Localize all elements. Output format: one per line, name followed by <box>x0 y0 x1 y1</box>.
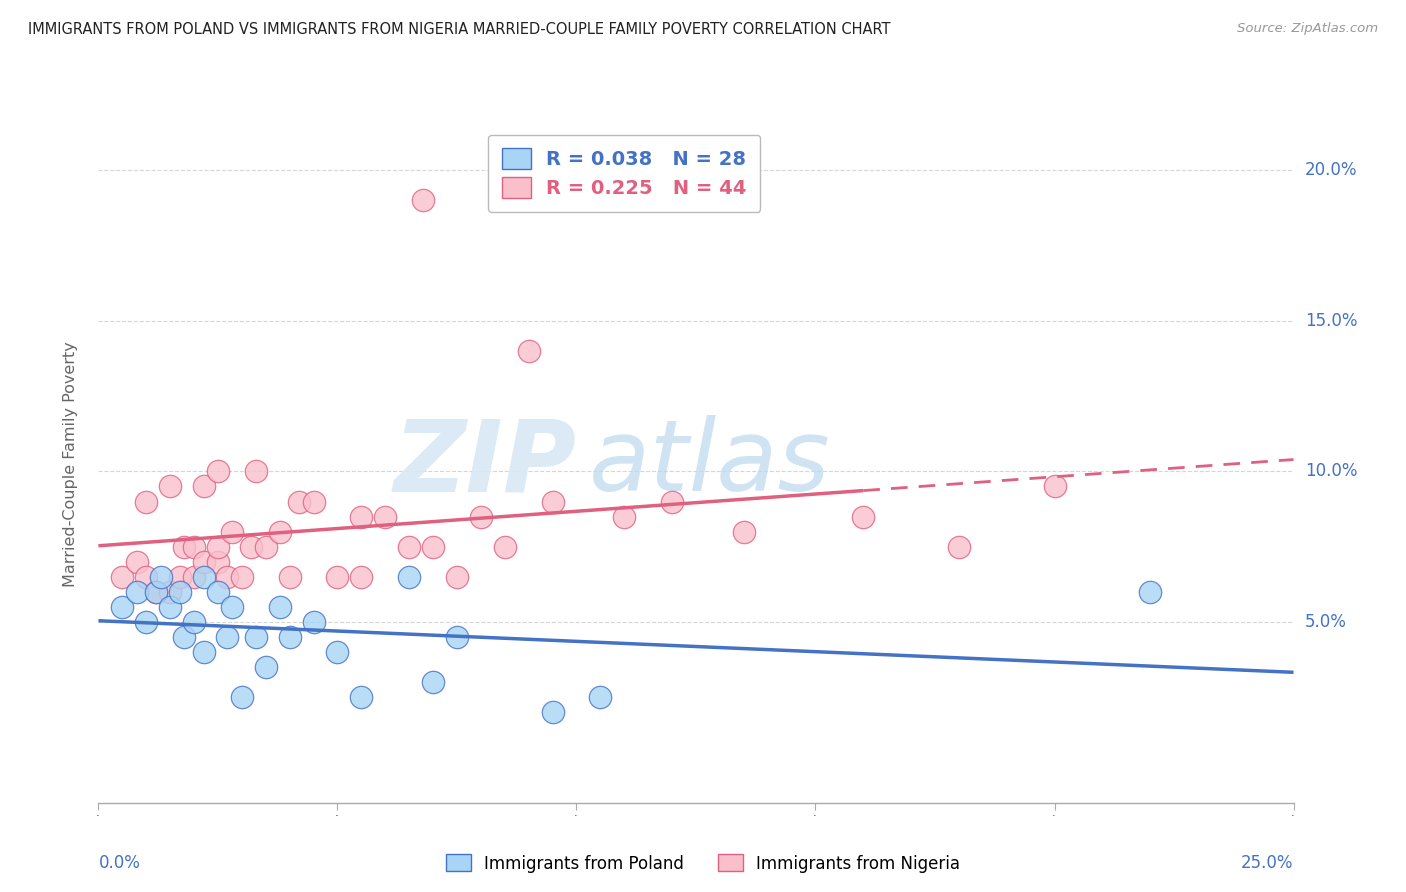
Point <box>494 540 516 554</box>
Point <box>470 509 492 524</box>
Point <box>733 524 755 539</box>
Point <box>517 343 540 358</box>
Point <box>446 570 468 584</box>
Point <box>159 585 181 599</box>
Text: atlas: atlas <box>588 416 830 512</box>
Point <box>125 585 148 599</box>
Point <box>661 494 683 508</box>
Point <box>169 570 191 584</box>
Point <box>1139 585 1161 599</box>
Point <box>412 193 434 207</box>
Text: ZIP: ZIP <box>394 416 576 512</box>
Point <box>193 555 215 569</box>
Point <box>852 509 875 524</box>
Point <box>149 570 172 584</box>
Text: Source: ZipAtlas.com: Source: ZipAtlas.com <box>1237 22 1378 36</box>
Point <box>948 540 970 554</box>
Point <box>269 524 291 539</box>
Text: 5.0%: 5.0% <box>1305 613 1347 631</box>
Point <box>541 494 564 508</box>
Text: 20.0%: 20.0% <box>1305 161 1357 179</box>
Point <box>207 540 229 554</box>
Point <box>111 570 134 584</box>
Point <box>183 540 205 554</box>
Point <box>350 570 373 584</box>
Point <box>135 615 157 629</box>
Point <box>326 570 349 584</box>
Text: IMMIGRANTS FROM POLAND VS IMMIGRANTS FROM NIGERIA MARRIED-COUPLE FAMILY POVERTY : IMMIGRANTS FROM POLAND VS IMMIGRANTS FRO… <box>28 22 890 37</box>
Point <box>135 494 157 508</box>
Point <box>350 509 373 524</box>
Point <box>159 599 181 614</box>
Point <box>245 630 267 644</box>
Point <box>207 585 229 599</box>
Point <box>278 630 301 644</box>
Point <box>398 540 420 554</box>
Point <box>302 494 325 508</box>
Point <box>183 570 205 584</box>
Point <box>231 570 253 584</box>
Point <box>193 570 215 584</box>
Point <box>288 494 311 508</box>
Text: 25.0%: 25.0% <box>1241 854 1294 871</box>
Point <box>145 585 167 599</box>
Point <box>111 599 134 614</box>
Point <box>221 524 243 539</box>
Point <box>302 615 325 629</box>
Point <box>589 690 612 705</box>
Point <box>326 645 349 659</box>
Point <box>446 630 468 644</box>
Legend: R = 0.038   N = 28, R = 0.225   N = 44: R = 0.038 N = 28, R = 0.225 N = 44 <box>488 135 761 212</box>
Point <box>173 540 195 554</box>
Point <box>145 585 167 599</box>
Point <box>135 570 157 584</box>
Point <box>541 706 564 720</box>
Point <box>207 464 229 478</box>
Point <box>422 540 444 554</box>
Point <box>125 555 148 569</box>
Point <box>398 570 420 584</box>
Point <box>193 645 215 659</box>
Point <box>422 675 444 690</box>
Point <box>183 615 205 629</box>
Point <box>254 660 277 674</box>
Point <box>269 599 291 614</box>
Point <box>240 540 263 554</box>
Point <box>217 630 239 644</box>
Point <box>207 555 229 569</box>
Point <box>231 690 253 705</box>
Y-axis label: Married-Couple Family Poverty: Married-Couple Family Poverty <box>63 341 77 587</box>
Point <box>1043 479 1066 493</box>
Point <box>159 479 181 493</box>
Point <box>350 690 373 705</box>
Point <box>245 464 267 478</box>
Point <box>221 599 243 614</box>
Legend: Immigrants from Poland, Immigrants from Nigeria: Immigrants from Poland, Immigrants from … <box>440 847 966 880</box>
Text: 15.0%: 15.0% <box>1305 311 1357 330</box>
Point <box>613 509 636 524</box>
Text: 0.0%: 0.0% <box>98 854 141 871</box>
Point <box>169 585 191 599</box>
Point <box>254 540 277 554</box>
Point <box>374 509 396 524</box>
Point <box>193 479 215 493</box>
Text: 10.0%: 10.0% <box>1305 462 1357 481</box>
Point <box>278 570 301 584</box>
Point <box>173 630 195 644</box>
Point <box>217 570 239 584</box>
